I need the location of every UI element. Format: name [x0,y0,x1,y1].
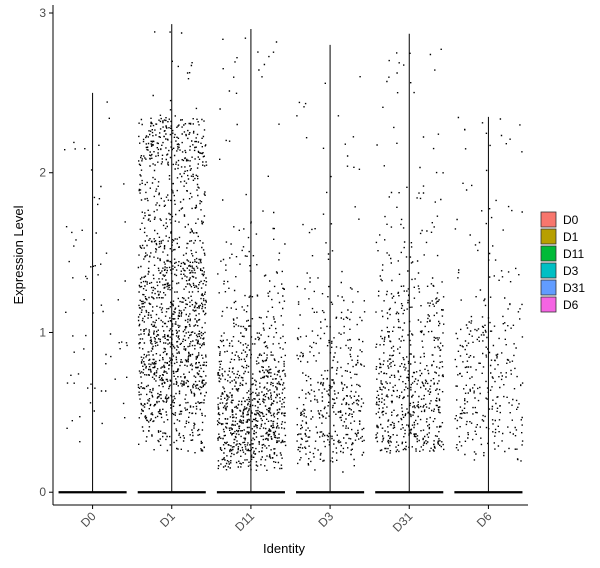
jitter-points-D31 [375,48,445,454]
legend-item-D6: D6 [540,296,579,313]
y-tick-label: 3 [39,6,46,20]
legend-swatch [540,262,557,279]
legend-label: D6 [563,298,579,312]
legend-swatch [540,296,557,313]
legend-item-D3: D3 [540,262,579,279]
legend-label: D31 [563,281,585,295]
legend-item-D1: D1 [540,228,579,245]
legend-item-D0: D0 [540,211,579,228]
legend-label: D0 [563,213,579,227]
x-tick-label: D31 [390,509,416,535]
x-tick-label: D3 [315,509,336,530]
y-tick-label: 0 [39,485,46,499]
x-tick-label: D6 [474,509,495,530]
legend-label: D3 [563,264,579,278]
jitter-points-D1 [137,31,208,454]
y-tick-label: 1 [39,325,46,339]
jitter-points-D3 [296,76,366,473]
jitter-points-D11 [216,37,287,471]
x-axis-title: Identity [263,541,305,556]
legend: D0 D1 D11 D3 D31 D6 [540,211,585,313]
axes [52,5,528,506]
x-tick-label: D0 [78,509,99,530]
jitter-points-D0 [64,101,128,443]
y-ticks: 0 1 2 3 [39,6,53,499]
y-tick-label: 2 [39,166,46,180]
x-tick-label: D11 [232,509,257,534]
legend-swatch [540,245,557,262]
legend-item-D31: D31 [540,279,585,296]
legend-swatch [540,228,557,245]
legend-label: D11 [563,247,584,261]
legend-item-D11: D11 [540,245,584,262]
legend-swatch [540,279,557,296]
legend-swatch [540,211,557,228]
x-ticks: D0 D1 D11 D3 D31 D6 [78,505,495,535]
legend-label: D1 [563,230,579,244]
x-tick-label: D1 [157,509,178,530]
violins [58,24,523,494]
y-axis-title: Expression Level [11,205,26,304]
jitter-points [64,31,524,473]
